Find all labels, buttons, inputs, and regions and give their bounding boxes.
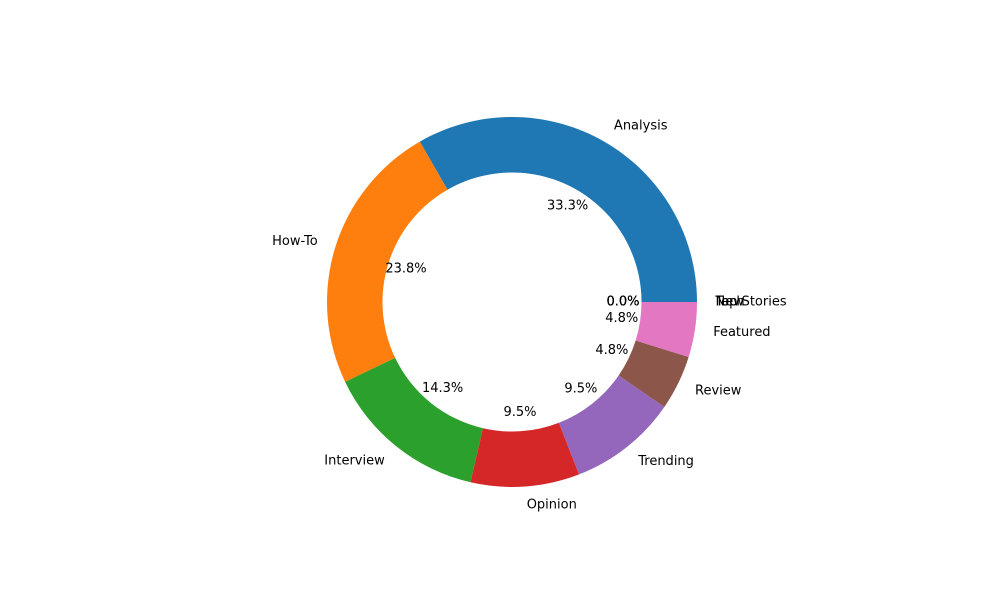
slice-analysis: [419, 117, 697, 302]
slice-label-featured: Featured: [713, 325, 770, 340]
slice-pct-top-stories: 0.0%: [606, 295, 639, 310]
slice-label-trending: Trending: [637, 454, 694, 469]
slice-pct-tech: 0.0%: [606, 295, 639, 310]
slice-featured: [635, 302, 697, 357]
slice-opinion: [470, 422, 580, 487]
slice-label-new: New: [716, 295, 745, 310]
slice-pct-interview: 14.3%: [422, 381, 463, 396]
slice-pct-trending: 9.5%: [564, 382, 597, 397]
slice-label-review: Review: [695, 383, 742, 398]
slice-label-analysis: Analysis: [614, 118, 668, 133]
slice-pct-review: 4.8%: [595, 343, 628, 358]
slice-pct-how-to: 23.8%: [385, 262, 426, 277]
slice-label-how-to: How-To: [272, 234, 318, 249]
slice-how-to: [327, 141, 448, 382]
slices-layer: [327, 117, 697, 487]
slice-pct-opinion: 9.5%: [503, 405, 536, 420]
slice-label-top-stories: Top Stories: [715, 295, 787, 310]
slice-trending: [558, 375, 665, 475]
slice-pct-new: 0.0%: [606, 295, 639, 310]
labels-layer: Analysis 33.3% How-To 23.8% Interview 14.3% Op…: [272, 118, 787, 512]
slice-label-interview: Interview: [324, 453, 385, 468]
slice-interview: [345, 357, 483, 483]
slice-pct-featured: 4.8%: [605, 311, 638, 326]
slice-pct-analysis: 33.3%: [547, 198, 588, 213]
slice-label-opinion: Opinion: [527, 497, 577, 512]
slice-label-tech: Tech: [715, 295, 745, 310]
slice-review: [618, 340, 689, 407]
